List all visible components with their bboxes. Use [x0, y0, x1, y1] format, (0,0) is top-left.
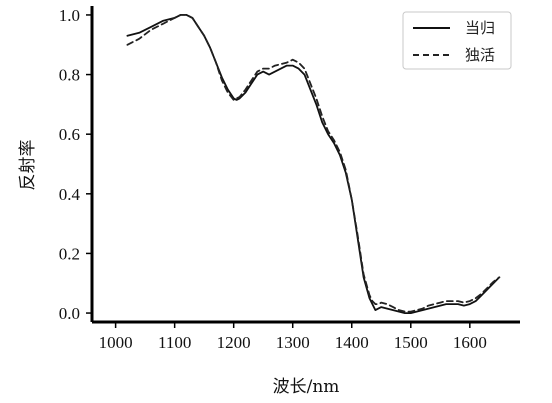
- series-line-2: [126, 13, 501, 313]
- y-tick-label: 0.8: [59, 66, 80, 85]
- x-tick-label: 1200: [217, 333, 251, 352]
- y-tick-label: 0.4: [59, 185, 81, 204]
- y-tick-label: 0.2: [59, 244, 80, 263]
- x-tick-label: 1500: [394, 333, 428, 352]
- legend-box: [402, 11, 512, 70]
- x-tick-label: 1300: [276, 333, 310, 352]
- legend-label-series-1: 当归: [465, 19, 495, 37]
- y-tick-label: 1.0: [59, 6, 80, 25]
- y-tick-label: 0.6: [59, 125, 80, 144]
- x-tick-label: 1400: [335, 333, 369, 352]
- legend: 当归 独活: [402, 11, 512, 70]
- x-tick-label: 1000: [99, 333, 133, 352]
- y-tick-label: 0.0: [59, 304, 80, 323]
- x-tick-label: 1100: [158, 333, 191, 352]
- legend-label-series-2: 独活: [465, 46, 495, 64]
- x-axis-title: 波长/nm: [273, 377, 340, 397]
- y-axis-title: 反射率: [18, 140, 38, 191]
- x-tick-label: 1600: [453, 333, 487, 352]
